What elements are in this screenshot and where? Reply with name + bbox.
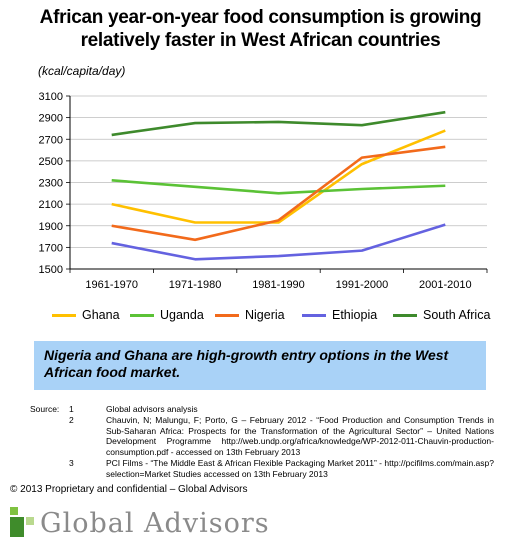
title-line-2: relatively faster in West African countr… (80, 30, 441, 51)
source-text: PCI Films - “The Middle East & African F… (106, 458, 494, 479)
source-number: 3 (69, 458, 74, 468)
legend-swatch (215, 313, 239, 317)
y-axis-unit: (kcal/capita/day) (38, 64, 126, 78)
legend-item-uganda: Uganda (130, 308, 204, 322)
callout-box: Nigeria and Ghana are high-growth entry … (34, 341, 486, 390)
legend-label: Nigeria (245, 308, 285, 322)
logo-text: Global Advisors (40, 507, 270, 539)
x-tick-label: 1991-2000 (336, 279, 389, 291)
y-tick-label: 2100 (39, 199, 63, 211)
axes: 1500 1700 1900 2100 2300 2500 2700 2900 3100 1961… (39, 91, 488, 291)
legend-label: Ethiopia (332, 308, 378, 322)
callout-text: Nigeria and Ghana are high-growth entry … (44, 347, 449, 380)
legend-swatch (130, 313, 154, 317)
x-tick-label: 2001-2010 (419, 279, 472, 291)
series-line-uganda (111, 179, 446, 195)
series-line-ethiopia (111, 223, 446, 261)
gridlines (70, 95, 487, 248)
x-tick-label: 1981-1990 (252, 279, 305, 291)
y-tick-label: 1700 (39, 242, 63, 254)
y-tick-label: 1900 (39, 221, 63, 233)
source-text: Global advisors analysis (106, 404, 198, 414)
legend-swatch (52, 313, 76, 317)
series-lines (111, 110, 446, 261)
sources-label: Source: (30, 404, 60, 414)
copyright-notice: © 2013 Proprietary and confidential – Gl… (10, 484, 248, 495)
x-tick-label: 1961-1970 (85, 279, 138, 291)
legend-swatch (393, 313, 417, 317)
legend-swatch (302, 313, 326, 317)
legend-item-ghana: Ghana (52, 308, 120, 322)
legend-label: Uganda (160, 308, 204, 322)
legend-item-south-africa: South Africa (393, 308, 490, 322)
legend-label: Ghana (82, 308, 120, 322)
source-number: 1 (69, 404, 74, 414)
logo-squares-icon (10, 507, 36, 539)
series-line-south-africa (111, 110, 446, 137)
series-line-nigeria (111, 145, 446, 242)
chart-legend: Ghana Uganda Nigeria Ethiopia South Africa (0, 308, 521, 328)
source-number: 2 (69, 415, 74, 425)
x-tick-label: 1971-1980 (169, 279, 222, 291)
series-line-ghana (111, 129, 446, 224)
legend-label: South Africa (423, 308, 491, 322)
title-line-1: African year-on-year food consumption is… (39, 7, 482, 28)
y-tick-label: 2500 (39, 156, 63, 168)
legend-item-nigeria: Nigeria (215, 308, 285, 322)
y-tick-label: 2300 (39, 178, 63, 190)
line-chart: 1500 1700 1900 2100 2300 2500 2700 2900 3100 1961… (39, 91, 488, 291)
source-text: Chauvin, N; Malungu, F; Porto, G – Febru… (106, 415, 494, 457)
y-tick-label: 2900 (39, 113, 63, 125)
y-tick-label: 3100 (39, 91, 63, 103)
legend-item-ethiopia: Ethiopia (302, 308, 377, 322)
y-tick-label: 1500 (39, 264, 63, 276)
y-tick-label: 2700 (39, 134, 63, 146)
chart-title: African year-on-year food consumption is… (0, 6, 521, 52)
global-advisors-logo: Global Advisors (10, 503, 270, 543)
